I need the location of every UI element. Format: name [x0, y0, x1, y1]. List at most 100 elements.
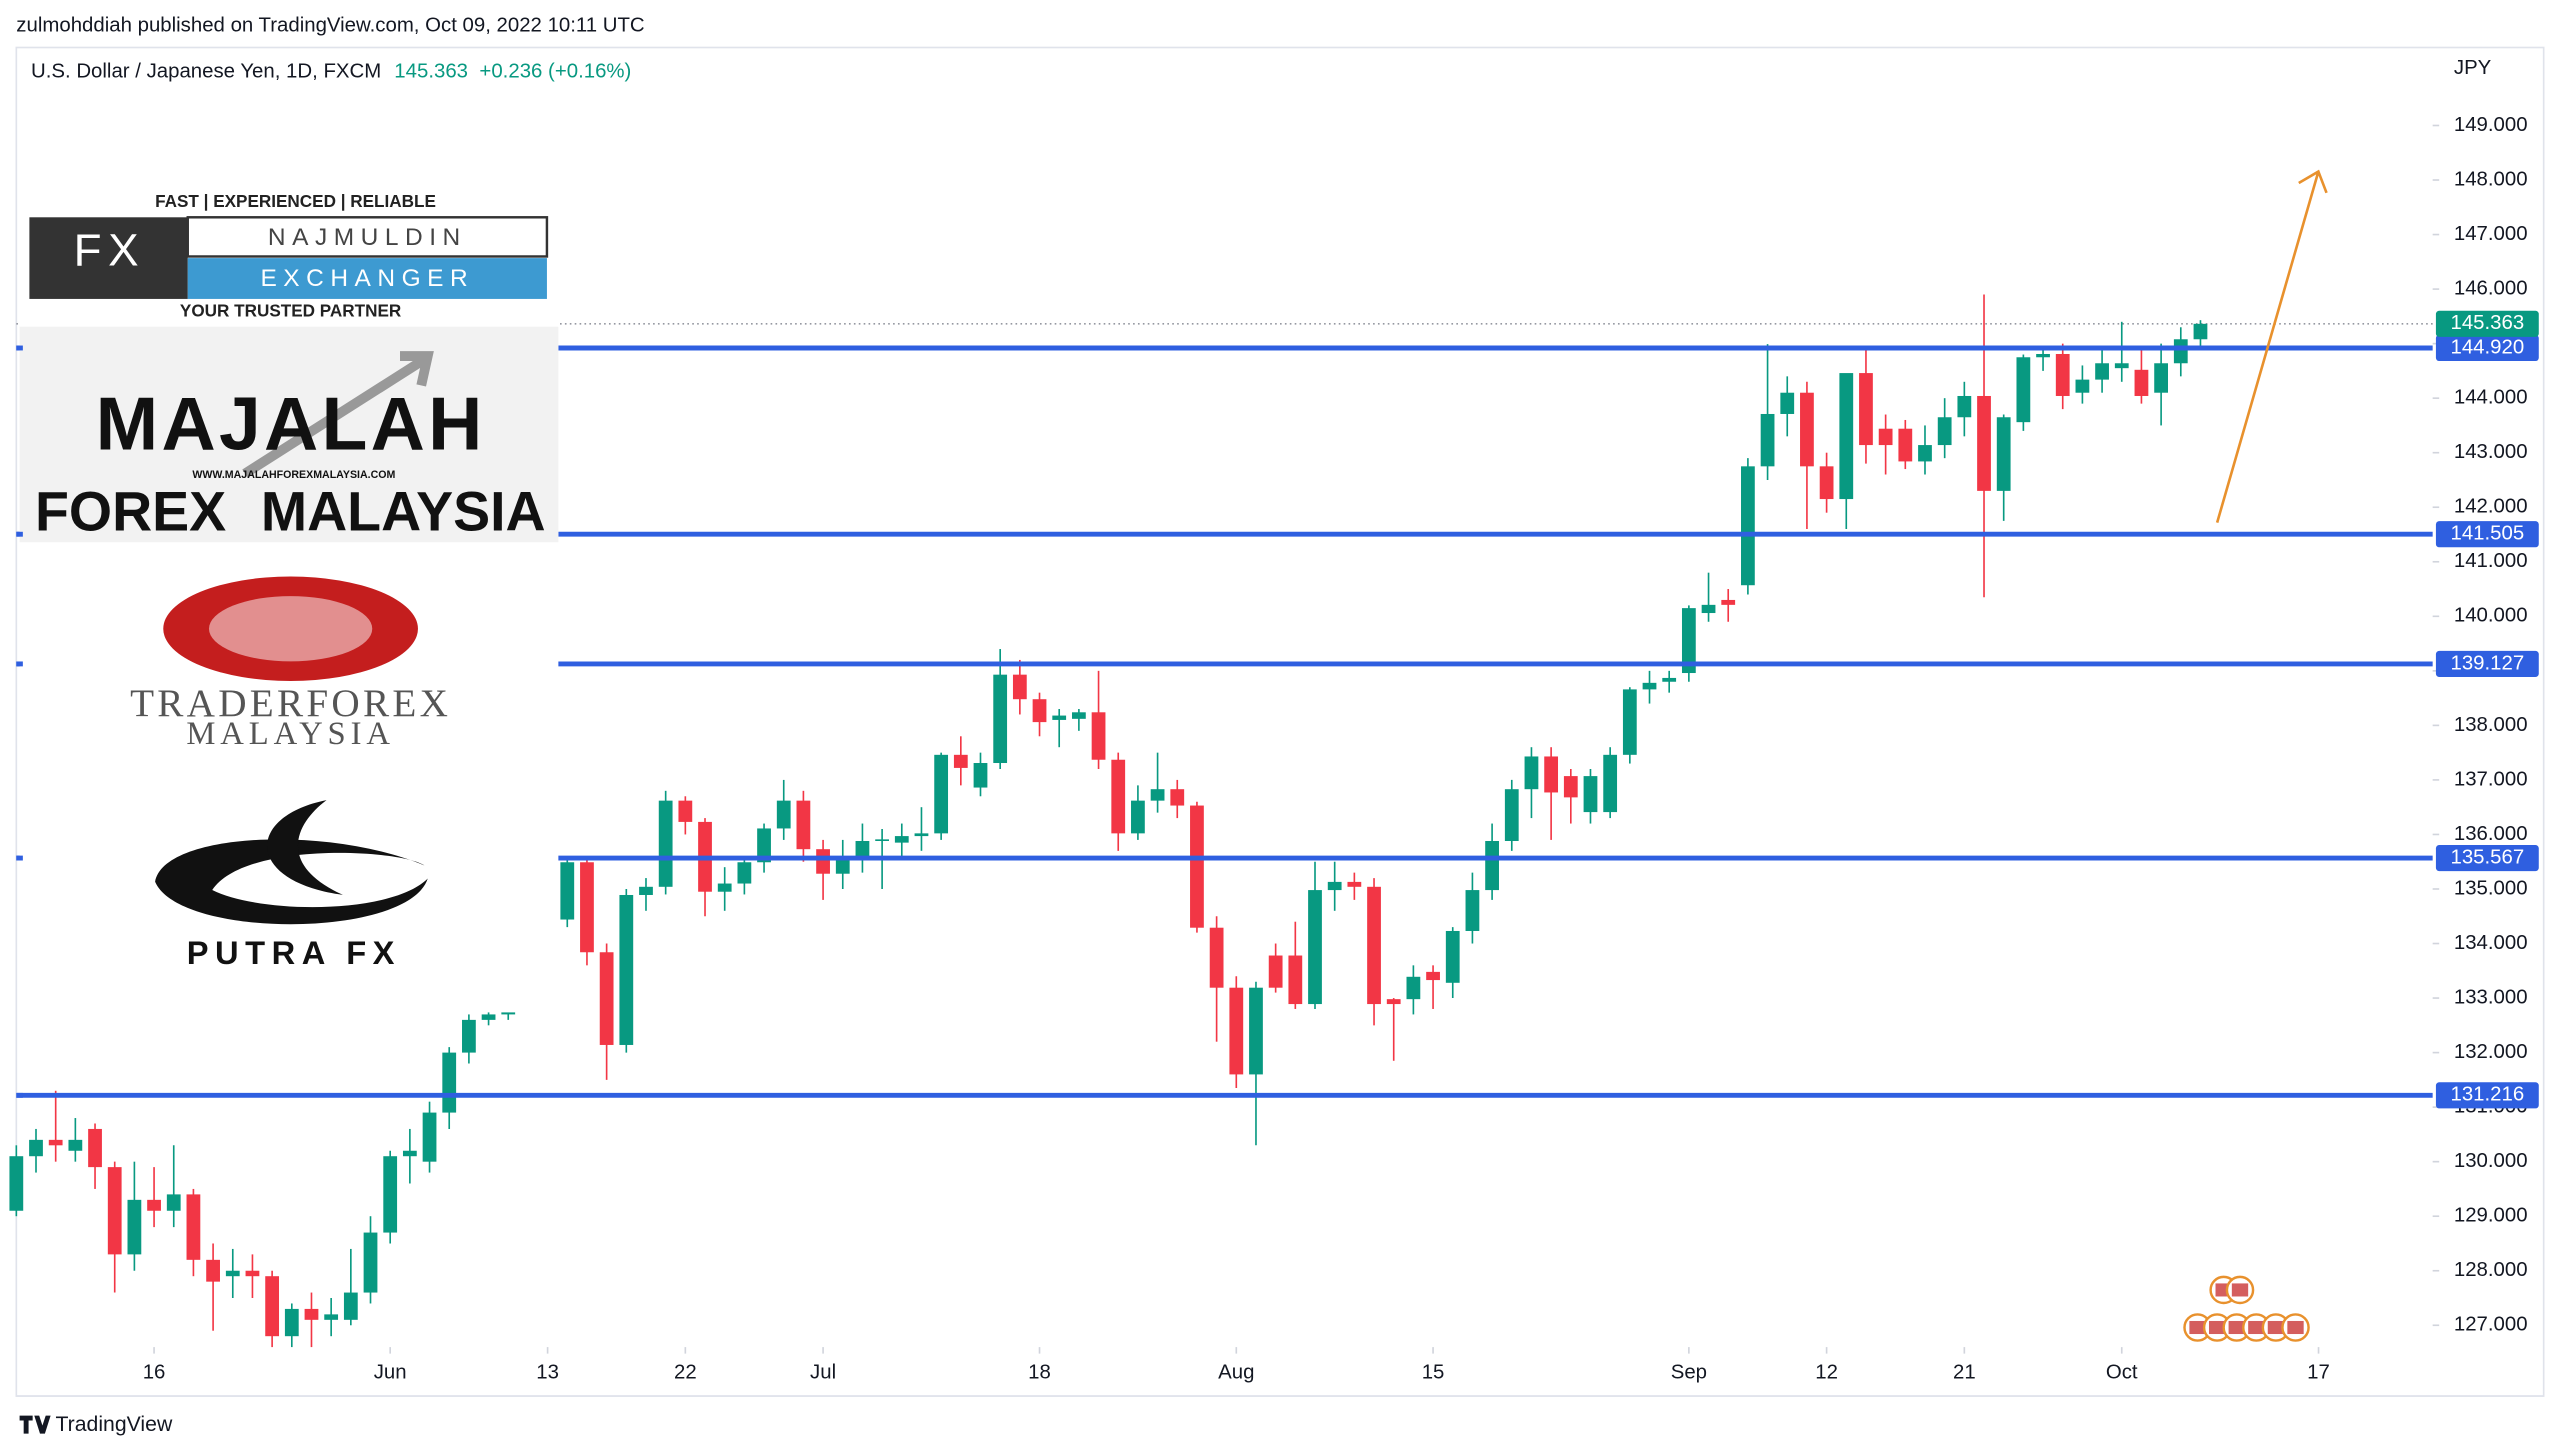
x-tick-label: 15 — [1422, 1362, 1445, 1384]
candle-body — [9, 1156, 24, 1211]
candle-body — [1859, 373, 1873, 446]
candle-body — [1603, 754, 1618, 813]
candle-body — [88, 1128, 102, 1168]
x-tick-label: Aug — [1218, 1362, 1254, 1384]
level-label: 131.216 — [2450, 1084, 2524, 1106]
candle-body — [993, 674, 1008, 764]
candle-body — [678, 800, 693, 822]
x-tick-label: Jul — [810, 1362, 836, 1384]
candle-body — [265, 1276, 280, 1337]
candle-body — [1190, 805, 1204, 928]
candle-body — [422, 1112, 437, 1162]
logo-box — [187, 258, 547, 299]
candle-body — [973, 763, 988, 788]
candle-body — [48, 1139, 63, 1146]
candle-body — [481, 1014, 496, 1020]
candle-body — [442, 1052, 457, 1113]
candle-body — [2016, 357, 2031, 423]
candle-body — [914, 833, 929, 837]
symbol-title: U.S. Dollar / Japanese Yen, 1D, FXCM — [31, 60, 381, 82]
candle-body — [1741, 466, 1755, 586]
candle-body — [1091, 712, 1106, 760]
candle-body — [462, 1019, 476, 1053]
candle-body — [1819, 466, 1834, 500]
candle-body — [1465, 890, 1480, 931]
candle-body — [1268, 955, 1283, 988]
level-label-box — [2435, 521, 2539, 548]
logo-malaysia: MALAYSIA — [261, 481, 546, 543]
candle-body — [1288, 955, 1303, 1005]
candle-body — [1681, 608, 1696, 674]
candle-body — [2134, 369, 2149, 396]
candle-body — [1308, 890, 1322, 1005]
candle-body — [1642, 682, 1657, 690]
candle-body — [1012, 674, 1027, 700]
x-tick-label: Oct — [2106, 1362, 2138, 1384]
candle-body — [343, 1292, 358, 1320]
last-price-box — [2435, 310, 2539, 337]
level-label-box — [2435, 845, 2539, 872]
logo-arrow — [242, 351, 434, 478]
candle-body — [2173, 339, 2188, 364]
candle-body — [835, 857, 850, 874]
footer-brand: TradingView — [56, 1413, 173, 1436]
event-icon-flag — [2189, 1320, 2206, 1335]
logo-traderforex-country: MALAYSIA — [186, 716, 394, 752]
candle-body — [1386, 999, 1401, 1005]
y-tick-label: 129.000 — [2454, 1205, 2528, 1227]
level-label-box — [2435, 1082, 2539, 1109]
y-tick-label: 135.000 — [2454, 877, 2528, 899]
candle-body — [245, 1270, 260, 1277]
last-price-label: 145.363 — [2450, 312, 2524, 334]
candle-body — [757, 828, 771, 863]
x-tick-label: Sep — [1671, 1362, 1707, 1384]
candle-body — [1249, 987, 1263, 1075]
y-tick-label: 133.000 — [2454, 986, 2528, 1008]
candle-body — [107, 1167, 122, 1255]
candle-body — [894, 836, 909, 843]
candle-body — [2095, 363, 2109, 380]
candle-body — [1622, 689, 1637, 755]
candle-body — [875, 839, 889, 841]
candle-body — [1504, 789, 1519, 841]
candle-body — [1406, 976, 1421, 1000]
candle-body — [776, 800, 791, 829]
footer-logo — [19, 1415, 51, 1434]
y-tick-label: 141.000 — [2454, 550, 2528, 572]
logo-tiger-detail — [208, 596, 373, 662]
candle-body — [855, 840, 870, 858]
candle-body — [599, 952, 614, 1045]
candle-body — [1347, 881, 1362, 887]
event-icon-flag — [2248, 1320, 2265, 1335]
candle-body — [363, 1232, 378, 1293]
candle-body — [1485, 840, 1499, 891]
candle-body — [658, 800, 673, 887]
logo-fx-box — [29, 217, 188, 299]
event-icon-flag — [2267, 1320, 2285, 1335]
candle-body — [1898, 428, 1913, 462]
candle-body — [225, 1270, 240, 1277]
candle-body — [1937, 417, 1952, 446]
level-label: 135.567 — [2450, 846, 2524, 868]
event-icon-flag — [2231, 1283, 2249, 1297]
candle-body — [1131, 800, 1145, 834]
y-tick-label: 140.000 — [2454, 605, 2528, 627]
candle-body — [1878, 428, 1893, 446]
candle-body — [186, 1194, 201, 1260]
y-tick-label: 149.000 — [2454, 114, 2528, 136]
logo-majalah: MAJALAH — [96, 381, 486, 465]
candle-body — [1445, 930, 1460, 983]
candle-body — [402, 1150, 417, 1157]
level-label-box — [2435, 334, 2539, 362]
candle-body — [1150, 789, 1165, 801]
candle-body — [1839, 373, 1854, 500]
candle-body — [68, 1139, 83, 1151]
candle-body — [816, 849, 830, 874]
candle-body — [1583, 776, 1598, 813]
candle-body — [1918, 445, 1932, 462]
candle-body — [1367, 886, 1381, 1005]
candle-body — [560, 862, 575, 920]
x-tick-label: 22 — [674, 1362, 697, 1384]
x-tick-label: 18 — [1028, 1362, 1051, 1384]
